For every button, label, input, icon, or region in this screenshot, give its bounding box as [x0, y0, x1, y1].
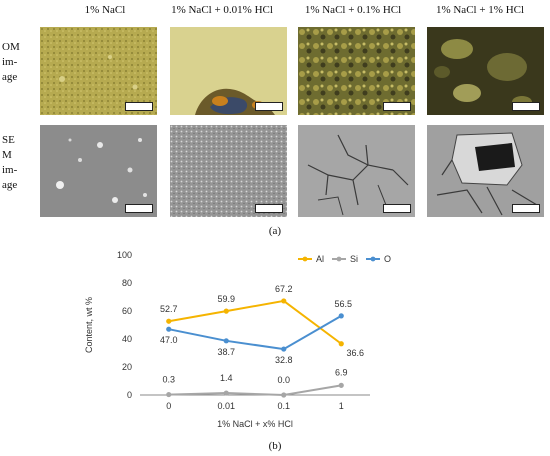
sem-image-4 — [427, 125, 544, 217]
data-point-si — [281, 392, 287, 398]
y-axis-title: Content, wt % — [84, 297, 94, 353]
column-header-2: 1% NaCl + 0.01% HCl — [171, 4, 273, 16]
scale-bar — [383, 204, 411, 213]
data-point-si — [166, 391, 172, 398]
row-header-sem-line-2: M — [2, 149, 12, 161]
scale-bar — [255, 204, 283, 213]
om-image-2 — [170, 27, 287, 115]
x-tick-label: 1 — [339, 401, 344, 411]
sem-image-1 — [40, 125, 157, 217]
om-image-4 — [427, 27, 544, 115]
legend-label-si: Si — [350, 254, 358, 264]
y-tick-label: 60 — [122, 306, 132, 316]
series-line-si — [168, 384, 342, 397]
row-header-om-line-1: OM — [2, 41, 20, 53]
data-point-si — [223, 390, 229, 396]
column-header-4: 1% NaCl + 1% HCl — [435, 4, 525, 16]
scale-bar — [255, 102, 283, 111]
data-point-o — [338, 313, 344, 319]
row-header-om-line-3: age — [2, 71, 18, 83]
legend-label-al: Al — [316, 254, 324, 264]
data-label-al: 67.2 — [275, 284, 293, 294]
y-tick-label: 100 — [117, 250, 132, 260]
data-point-o — [281, 346, 287, 352]
y-tick-label: 0 — [127, 390, 132, 400]
column-header-3: 1% NaCl + 0.1% HCl — [304, 4, 402, 16]
data-point-al — [166, 318, 172, 324]
om-image-1 — [40, 27, 157, 115]
row-header-sem-line-1: SE — [2, 134, 15, 146]
data-point-si — [338, 382, 344, 388]
row-header-om-line-2: im- — [2, 56, 18, 68]
column-header-1: 1% NaCl — [84, 4, 126, 16]
legend-label-o: O — [384, 254, 391, 264]
legend-marker-si — [336, 256, 342, 262]
data-label-o: 56.5 — [334, 299, 352, 309]
row-header-om: OM im- age — [2, 40, 32, 85]
om-image-3 — [298, 27, 415, 115]
x-tick-label: 0 — [166, 401, 171, 411]
row-header-sem: SE M im- age — [2, 133, 32, 193]
chart-svg: 0 20 40 60 80 100 0 0.01 0.1 1 1% NaCl + x% HCl Con… — [84, 250, 391, 429]
subfigure-label-b: (b) — [268, 440, 282, 452]
scale-bar — [125, 102, 153, 111]
row-header-sem-line-3: im- — [2, 164, 18, 176]
x-tick-label: 0.01 — [217, 401, 235, 411]
scale-bar — [512, 204, 540, 213]
data-point-al — [223, 308, 229, 314]
series-line-o — [168, 315, 342, 351]
data-label-si: 0.0 — [277, 375, 290, 385]
data-label-o: 38.7 — [217, 347, 235, 357]
legend-marker-al — [302, 256, 308, 262]
line-chart: 0 20 40 60 80 100 0 0.01 0.1 1 1% NaCl + x% HCl Con… — [70, 245, 510, 435]
scale-bar — [383, 102, 411, 111]
legend-marker-o — [370, 256, 376, 262]
subfigure-label-a: (a) — [268, 225, 282, 237]
series-line-al — [168, 299, 342, 345]
row-header-sem-line-4: age — [2, 179, 18, 191]
y-tick-label: 40 — [122, 334, 132, 344]
y-tick-label: 80 — [122, 278, 132, 288]
data-label-al: 36.6 — [346, 348, 364, 358]
data-label-al: 52.7 — [160, 304, 178, 314]
x-axis-title: 1% NaCl + x% HCl — [217, 419, 293, 429]
y-tick-label: 20 — [122, 362, 132, 372]
sem-image-2 — [170, 125, 287, 217]
x-tick-label: 0.1 — [277, 401, 290, 411]
data-label-al: 59.9 — [217, 294, 235, 304]
data-label-o: 32.8 — [275, 355, 293, 365]
scale-bar — [512, 102, 540, 111]
data-point-al — [281, 298, 287, 304]
data-label-si: 6.9 — [335, 367, 348, 377]
data-point-o — [223, 338, 229, 344]
scale-bar — [125, 204, 153, 213]
data-label-o: 47.0 — [160, 335, 178, 345]
data-point-o — [166, 326, 172, 332]
data-label-si: 1.4 — [220, 373, 233, 383]
sem-image-3 — [298, 125, 415, 217]
data-label-si: 0.3 — [162, 375, 175, 385]
data-point-al — [338, 341, 344, 347]
